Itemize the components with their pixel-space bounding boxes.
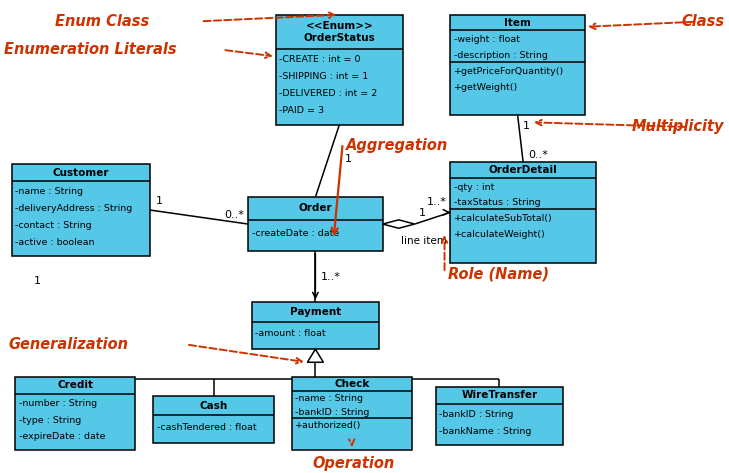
Text: -amount : float: -amount : float: [255, 329, 326, 338]
Text: OrderDetail: OrderDetail: [488, 165, 558, 175]
Text: 1: 1: [418, 209, 425, 219]
Text: 1: 1: [34, 276, 41, 286]
Text: Credit: Credit: [58, 380, 93, 391]
Text: Order: Order: [299, 203, 332, 213]
Text: 1..*: 1..*: [427, 197, 447, 207]
Bar: [451, 15, 585, 115]
Text: -SHIPPING : int = 1: -SHIPPING : int = 1: [279, 72, 369, 81]
Bar: [292, 377, 412, 450]
Text: -type : String: -type : String: [19, 416, 81, 425]
Text: -createDate : date: -createDate : date: [252, 228, 339, 237]
Text: -taxStatus : String: -taxStatus : String: [454, 199, 541, 208]
Text: 1: 1: [523, 121, 530, 131]
Text: -DELIVERED : int = 2: -DELIVERED : int = 2: [279, 89, 378, 98]
Text: +getPriceForQuantity(): +getPriceForQuantity(): [454, 67, 564, 76]
Text: Cash: Cash: [200, 401, 227, 411]
Bar: [451, 162, 596, 263]
Text: Check: Check: [334, 379, 370, 389]
Bar: [276, 15, 403, 125]
Text: +getWeight(): +getWeight(): [454, 82, 518, 91]
Text: -bankID : String: -bankID : String: [440, 410, 514, 419]
Text: +calculateWeight(): +calculateWeight(): [454, 230, 546, 239]
Text: Enumeration Literals: Enumeration Literals: [4, 42, 177, 57]
Text: +authorized(): +authorized(): [295, 421, 362, 430]
Text: -contact : String: -contact : String: [15, 221, 92, 230]
Bar: [252, 302, 379, 349]
Bar: [154, 396, 273, 443]
Text: -active : boolean: -active : boolean: [15, 237, 95, 246]
Text: Role (Name): Role (Name): [448, 267, 549, 282]
Text: -expireDate : date: -expireDate : date: [19, 432, 106, 441]
Text: -number : String: -number : String: [19, 399, 97, 408]
Text: Enum Class: Enum Class: [55, 14, 149, 29]
Text: -qty : int: -qty : int: [454, 183, 494, 192]
Text: -deliveryAddress : String: -deliveryAddress : String: [15, 204, 133, 213]
Bar: [12, 165, 150, 255]
Text: Operation: Operation: [313, 456, 394, 471]
Polygon shape: [308, 349, 324, 362]
Text: line item: line item: [401, 236, 447, 246]
Text: +calculateSubTotal(): +calculateSubTotal(): [454, 214, 553, 223]
Bar: [248, 197, 383, 251]
Text: -description : String: -description : String: [454, 51, 548, 60]
Text: 1: 1: [346, 154, 352, 164]
Bar: [15, 377, 136, 450]
Text: -name : String: -name : String: [15, 187, 83, 196]
Text: Generalization: Generalization: [8, 337, 128, 352]
Text: <<Enum>>
OrderStatus: <<Enum>> OrderStatus: [303, 21, 375, 43]
Text: 0..*: 0..*: [529, 150, 548, 160]
Text: Class: Class: [682, 14, 725, 29]
Text: -bankID : String: -bankID : String: [295, 408, 370, 417]
Text: -cashTendered : float: -cashTendered : float: [157, 423, 257, 432]
Text: Payment: Payment: [289, 307, 341, 317]
Text: Aggregation: Aggregation: [346, 138, 448, 153]
Bar: [436, 386, 563, 445]
Text: 1: 1: [156, 196, 163, 206]
Text: Multiplicity: Multiplicity: [632, 120, 725, 134]
Text: -CREATE : int = 0: -CREATE : int = 0: [279, 55, 361, 64]
Text: Customer: Customer: [52, 168, 109, 178]
Text: -bankName : String: -bankName : String: [440, 427, 532, 436]
Text: Item: Item: [504, 18, 531, 27]
Text: -weight : float: -weight : float: [454, 35, 520, 44]
Text: WireTransfer: WireTransfer: [461, 390, 537, 400]
Text: -PAID = 3: -PAID = 3: [279, 106, 324, 115]
Text: -name : String: -name : String: [295, 394, 363, 403]
Text: 1..*: 1..*: [321, 272, 340, 281]
Text: 0..*: 0..*: [225, 210, 244, 220]
